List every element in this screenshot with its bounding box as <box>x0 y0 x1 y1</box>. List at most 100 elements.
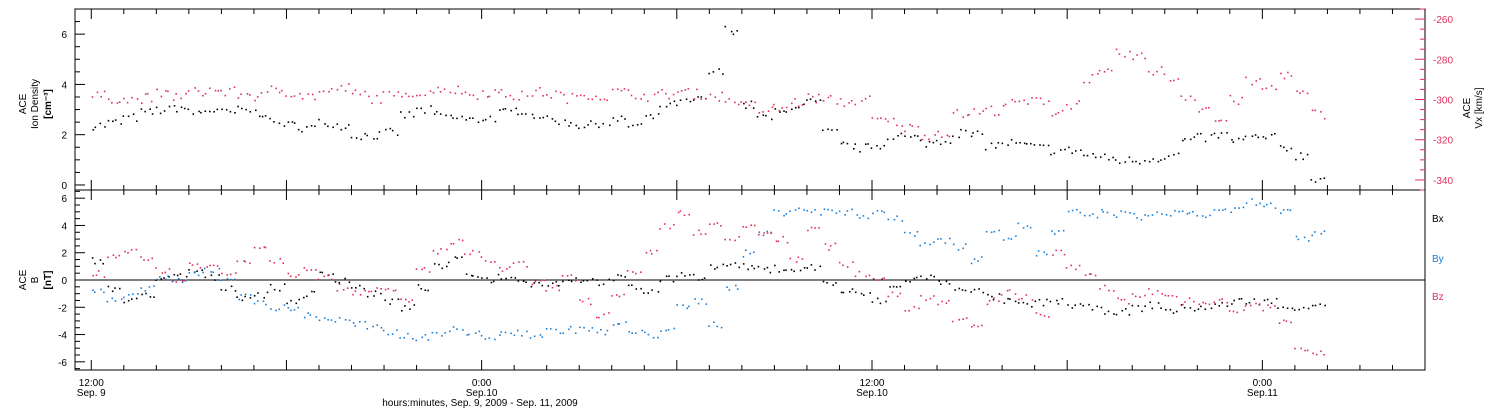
by-point <box>940 238 942 240</box>
bz-point <box>315 269 317 271</box>
bx-point <box>477 276 479 278</box>
bz-point <box>777 240 780 243</box>
density-point <box>376 137 379 140</box>
density-point <box>144 110 146 113</box>
density-point <box>1213 132 1216 135</box>
bx-point <box>107 285 110 288</box>
by-point <box>990 231 993 234</box>
vx-point <box>457 85 459 88</box>
bz-point <box>1171 295 1174 297</box>
vx-point <box>1156 70 1158 73</box>
density-point <box>765 114 767 117</box>
bz-point <box>925 299 927 302</box>
bz-point <box>626 270 629 272</box>
by-point <box>701 298 703 300</box>
bx-point <box>703 277 706 279</box>
bz-point <box>400 298 402 300</box>
vx-point <box>1055 113 1057 115</box>
vx-point <box>187 90 190 92</box>
y-tick-label: 2 <box>61 131 67 142</box>
density-point <box>798 106 800 109</box>
by-point <box>1181 210 1184 212</box>
bz-point <box>394 289 397 292</box>
bz-point <box>1039 313 1042 316</box>
vx-point <box>815 101 817 104</box>
bx-point <box>359 284 361 287</box>
bx-point <box>1165 309 1167 311</box>
y-tick-label: 0 <box>61 276 67 287</box>
by-point <box>596 331 599 334</box>
bx-point <box>785 269 787 271</box>
density-point <box>1286 149 1288 152</box>
density-point <box>200 111 202 114</box>
density-point <box>114 119 117 121</box>
by-point <box>1151 214 1154 216</box>
bz-point <box>951 320 954 323</box>
x-axis-title: hours:minutes, Sep. 9, 2009 - Sep. 11, 2… <box>382 398 578 409</box>
density-point <box>1270 134 1273 136</box>
bz-point <box>189 262 191 264</box>
bz-point <box>729 238 731 241</box>
bx-point <box>1131 304 1134 307</box>
density-point <box>939 143 942 146</box>
by-point <box>783 214 785 217</box>
bz-point <box>115 256 117 259</box>
by-point <box>1129 212 1131 214</box>
bz-point <box>1055 249 1057 252</box>
density-point <box>1193 136 1196 138</box>
by-point <box>137 293 139 295</box>
by-point <box>499 334 501 336</box>
vx-point <box>1180 95 1183 97</box>
density-point <box>1144 160 1146 162</box>
density-point <box>92 129 95 131</box>
density-point <box>472 117 474 119</box>
bz-point <box>977 325 979 328</box>
top-ylabel-line2: Ion Density <box>30 79 41 129</box>
vx-point <box>1070 108 1072 110</box>
bx-point <box>970 291 972 293</box>
by-point <box>435 332 438 334</box>
bx-point <box>631 284 633 286</box>
bz-point <box>175 281 178 283</box>
by-point <box>600 329 602 331</box>
bz-point <box>103 276 106 278</box>
bz-point <box>97 270 100 272</box>
y-tick-label: -2 <box>58 303 67 314</box>
vx-point <box>864 97 867 100</box>
bx-point <box>617 274 619 276</box>
density-point <box>676 104 678 107</box>
bx-point <box>930 274 932 277</box>
bz-point <box>896 295 899 298</box>
bz-point <box>858 270 861 273</box>
bx-point <box>500 278 503 280</box>
by-point <box>249 294 252 296</box>
bx-point <box>1266 298 1269 301</box>
density-point <box>627 126 630 128</box>
by-point <box>1251 198 1253 200</box>
bx-point <box>321 271 324 274</box>
density-point <box>965 129 967 132</box>
y-tick-label: 6 <box>61 30 67 41</box>
bx-point <box>196 270 198 272</box>
vx-point <box>767 110 770 112</box>
density-point <box>213 111 215 113</box>
by-point <box>785 213 787 215</box>
density-point <box>1019 141 1021 144</box>
bx-point <box>1125 308 1127 310</box>
vx-point <box>643 93 645 96</box>
bz-point <box>1128 303 1130 305</box>
bz-point <box>452 242 455 245</box>
vx-point <box>1287 71 1289 74</box>
vx-point <box>256 96 259 98</box>
bz-point <box>659 228 661 230</box>
vx-point <box>740 101 742 103</box>
by-point <box>1282 209 1285 211</box>
by-point <box>132 293 134 295</box>
bx-point <box>913 277 916 280</box>
bx-point <box>766 266 769 269</box>
bx-point <box>470 274 473 277</box>
bx-point <box>659 280 662 283</box>
bz-point <box>1043 315 1046 317</box>
vx-point <box>185 92 187 95</box>
bx-point <box>790 268 793 271</box>
